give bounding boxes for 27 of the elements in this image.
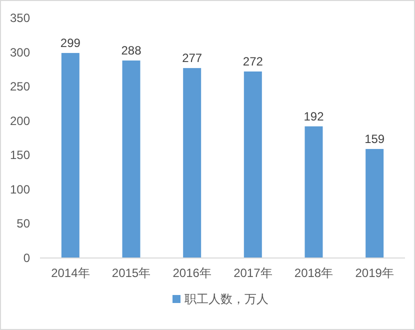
data-label: 277 <box>182 51 202 66</box>
bar <box>304 126 323 258</box>
bar <box>366 148 384 258</box>
bar <box>244 71 262 258</box>
data-label: 288 <box>121 44 142 58</box>
y-tick-label: 350 <box>10 11 30 25</box>
bar <box>183 68 202 258</box>
data-label: 272 <box>242 54 264 68</box>
y-tick-label: 0 <box>23 251 30 265</box>
bar <box>122 60 140 258</box>
x-tick-label: 2017年 <box>234 266 272 280</box>
y-tick-label: 300 <box>10 45 30 60</box>
x-tick-label: 2015年 <box>112 266 151 280</box>
x-tick-label: 2019年 <box>355 266 394 280</box>
x-tick-label: 2014年 <box>51 266 90 280</box>
x-tick-label: 2018年 <box>294 266 334 280</box>
legend-label: 职工人数，万人 <box>184 292 268 306</box>
y-tick-label: 150 <box>10 148 30 162</box>
data-label: 159 <box>364 132 385 146</box>
data-label: 192 <box>304 109 324 124</box>
bar <box>61 52 80 258</box>
y-tick-label: 200 <box>10 114 30 128</box>
y-tick-label: 50 <box>16 216 30 231</box>
y-tick-label: 100 <box>10 182 30 196</box>
x-tick-label: 2016年 <box>172 266 212 280</box>
y-tick-label: 250 <box>10 80 30 94</box>
data-label: 299 <box>60 36 81 50</box>
